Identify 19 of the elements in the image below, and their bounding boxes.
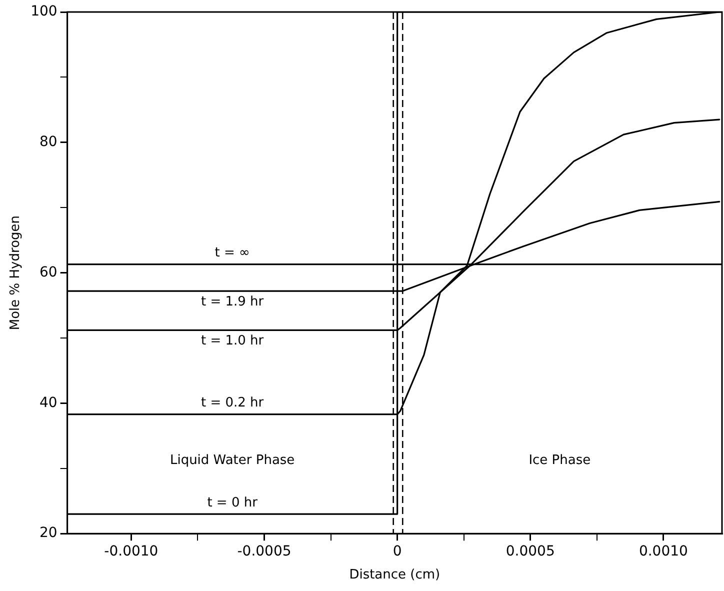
y-tick-label: 40 (39, 394, 58, 411)
x-axis-title: Distance (cm) (349, 568, 440, 583)
annotation: Ice Phase (528, 452, 591, 468)
y-tick-label: 60 (39, 264, 58, 280)
series-label: t = 0 hr (207, 495, 258, 510)
annotation: Liquid Water Phase (170, 452, 295, 468)
series-label: t = 1.0 hr (200, 334, 264, 349)
x-tick-label: 0.0005 (506, 544, 555, 560)
y-tick-label: 20 (39, 525, 58, 542)
series-label: t = 0.2 hr (200, 396, 264, 411)
y-tick-label: 80 (39, 134, 58, 150)
series-label: t = ∞ (214, 246, 250, 261)
x-tick-label: 0.0010 (638, 544, 688, 560)
x-tick-label: -0.0010 (104, 544, 158, 560)
y-axis-title: Mole % Hydrogen (8, 215, 24, 330)
series-label: t = 1.9 hr (200, 294, 264, 310)
x-tick-label: -0.0005 (237, 544, 292, 560)
x-tick-label: 0 (392, 544, 402, 560)
y-tick-label: 100 (30, 4, 58, 20)
